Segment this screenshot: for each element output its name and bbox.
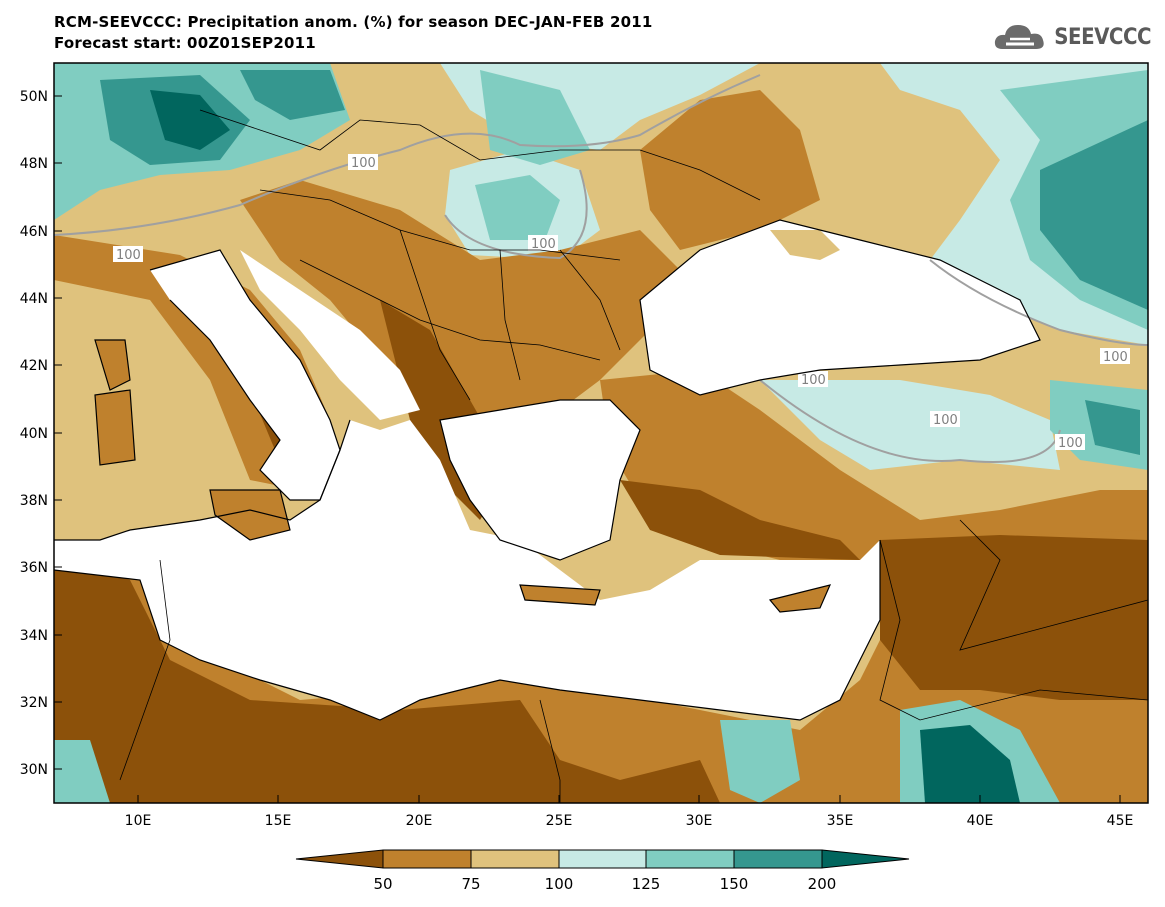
contour-label: 100 [531, 237, 556, 252]
field-very-dry-turkey [620, 480, 860, 560]
field-wet-poland [480, 70, 590, 165]
colorbar-swatch [558, 849, 647, 869]
field-dry-ukraine [640, 90, 820, 250]
lon-label: 25E [546, 813, 573, 829]
colorbar-label: 125 [632, 875, 661, 893]
colorbar-swatch [645, 849, 735, 869]
colorbar-label: 150 [720, 875, 749, 893]
lon-label: 10E [125, 813, 152, 829]
lat-label: 32N [20, 695, 48, 711]
field-wet-max [150, 90, 230, 150]
field-wet-arabia-core [920, 725, 1020, 803]
lat-label: 40N [20, 426, 48, 442]
contour-label: 100 [116, 248, 141, 263]
lon-label: 35E [827, 813, 854, 829]
colorbar: 50 75 100 125 150 200 [295, 849, 910, 893]
colorbar-swatch [821, 849, 910, 869]
field-dry-balkans [240, 180, 680, 440]
field-dry-italy [54, 235, 330, 490]
lon-label: 45E [1107, 813, 1134, 829]
lon-label: 40E [967, 813, 994, 829]
contour-labels: 100 100 100 100 100 100 100 [113, 154, 1130, 451]
corsica [95, 340, 130, 390]
colorbar-swatch [470, 849, 560, 869]
country-borders [119, 109, 1148, 803]
field-wet-caucasus-core [1085, 400, 1140, 455]
lat-labels: 50N 48N 46N 44N 42N 40N 38N 36N 34N 32N … [20, 89, 48, 778]
field-wet-carpathian-core [475, 175, 560, 240]
lat-label: 44N [20, 291, 48, 307]
contour-label: 100 [351, 156, 376, 171]
lat-ticks [54, 95, 62, 770]
field-wet-egypt [720, 720, 800, 803]
contour-label: 100 [1058, 436, 1083, 451]
lat-label: 34N [20, 628, 48, 644]
lon-label: 20E [406, 813, 433, 829]
crete [520, 585, 600, 605]
cyprus [770, 585, 830, 612]
lat-label: 48N [20, 156, 48, 172]
colorbar-label: 75 [461, 875, 480, 893]
lon-labels: 10E 15E 20E 25E 30E 35E 40E 45E [125, 813, 1134, 829]
lon-label: 30E [686, 813, 713, 829]
map-title: RCM-SEEVCCC: Precipitation anom. (%) for… [54, 13, 653, 31]
field-wet-north [54, 63, 760, 150]
field-very-dry-africa [54, 560, 720, 803]
map-field: 100 100 100 100 100 100 100 [54, 63, 1148, 803]
logo-text: SEEVCCC [1054, 24, 1151, 50]
field-very-dry-levant [880, 535, 1148, 700]
lon-ticks [137, 795, 1121, 803]
lat-label: 36N [20, 560, 48, 576]
black-sea [640, 220, 1040, 395]
cloud-logo-icon [995, 25, 1044, 49]
forecast-start-label: Forecast start: 00Z01SEP2011 [54, 34, 316, 52]
sardinia [95, 390, 135, 465]
lat-label: 50N [20, 89, 48, 105]
contour-label: 100 [933, 413, 958, 428]
contour-label: 100 [801, 373, 826, 388]
tyrrhenian-sea [150, 250, 340, 500]
field-wet-northeast-3 [1040, 120, 1148, 310]
colorbar-label: 50 [373, 875, 392, 893]
colorbar-label: 100 [545, 875, 574, 893]
coastlines [54, 219, 1041, 721]
field-wet-anatolia [760, 380, 1060, 470]
field-wet-sw [54, 740, 110, 803]
lon-label: 15E [265, 813, 292, 829]
contour-100-lines [54, 74, 1148, 463]
colorbar-label: 200 [808, 875, 837, 893]
crimea [770, 230, 840, 260]
lat-label: 46N [20, 224, 48, 240]
colorbar-swatch [733, 849, 823, 869]
field-wet-core-2 [240, 70, 345, 120]
lat-label: 38N [20, 493, 48, 509]
aegean-sea [440, 400, 640, 560]
sicily [210, 490, 290, 540]
colorbar-swatch [295, 849, 384, 869]
adriatic-sea [240, 250, 420, 420]
mediterranean-sea [54, 420, 880, 720]
colorbar-swatch [382, 849, 472, 869]
lat-label: 42N [20, 358, 48, 374]
lat-label: 30N [20, 762, 48, 778]
contour-label: 100 [1103, 350, 1128, 365]
seevccc-logo: SEEVCCC [994, 22, 1151, 52]
